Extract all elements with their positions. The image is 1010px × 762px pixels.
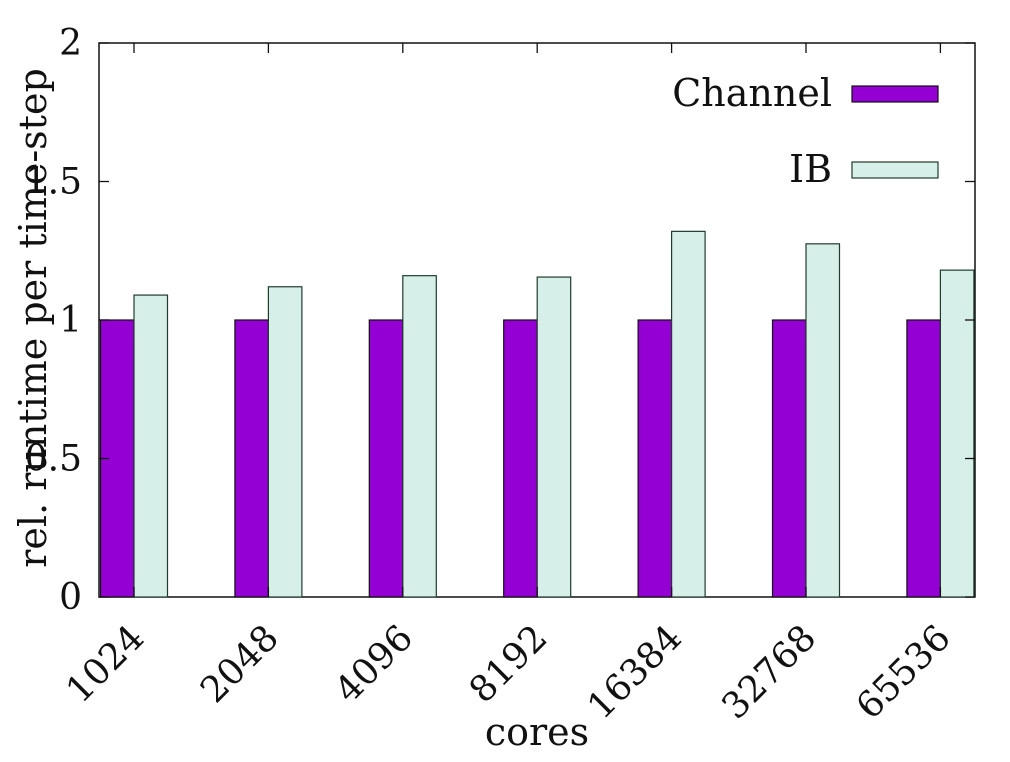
y-axis-title: rel. runtime per time-step <box>11 68 55 568</box>
bar-ib-16384 <box>670 230 706 598</box>
bar-ib-65536 <box>939 269 975 598</box>
bar-group-32768 <box>771 243 841 598</box>
bar-ib-8192 <box>536 276 572 598</box>
bar-group-1024 <box>99 294 169 598</box>
legend-label-ib: IB <box>789 147 832 191</box>
bars-group <box>99 230 975 598</box>
y-tick-label-1: 1 <box>59 300 82 341</box>
x-tick-label-32768: 32768 <box>714 617 824 727</box>
bar-ib-1024 <box>133 294 169 598</box>
x-tick-label-65536: 65536 <box>849 617 959 727</box>
bar-channel-65536 <box>906 319 942 598</box>
legend-label-channel: Channel <box>672 71 832 115</box>
bar-ib-2048 <box>267 286 303 598</box>
x-tick-label-4096: 4096 <box>327 617 421 711</box>
x-tick-label-2048: 2048 <box>193 617 287 711</box>
legend-swatch-ib <box>851 161 939 179</box>
legend: Channel IB <box>672 71 939 191</box>
y-tick-label-0: 0 <box>59 577 82 618</box>
x-tick-label-8192: 8192 <box>462 617 556 711</box>
bar-channel-32768 <box>771 319 807 598</box>
bar-ib-4096 <box>402 275 437 598</box>
bar-channel-8192 <box>503 319 538 598</box>
x-axis-title: cores <box>485 710 589 754</box>
y-tick-label-2: 2 <box>59 23 82 64</box>
bar-channel-4096 <box>368 319 404 598</box>
bar-group-2048 <box>234 286 303 598</box>
x-tick-label-1024: 1024 <box>59 617 153 711</box>
bar-group-65536 <box>906 269 975 598</box>
legend-swatch-channel <box>851 85 939 103</box>
x-tick-label-16384: 16384 <box>580 617 690 727</box>
bar-channel-2048 <box>234 319 269 598</box>
bar-channel-16384 <box>637 319 673 598</box>
y-tick-label-0.5: 0.5 <box>25 439 82 480</box>
bar-group-4096 <box>368 275 437 598</box>
bar-group-16384 <box>637 230 706 598</box>
bar-ib-32768 <box>805 243 841 598</box>
bar-group-8192 <box>503 276 572 598</box>
y-tick-label-1.5: 1.5 <box>25 162 82 203</box>
